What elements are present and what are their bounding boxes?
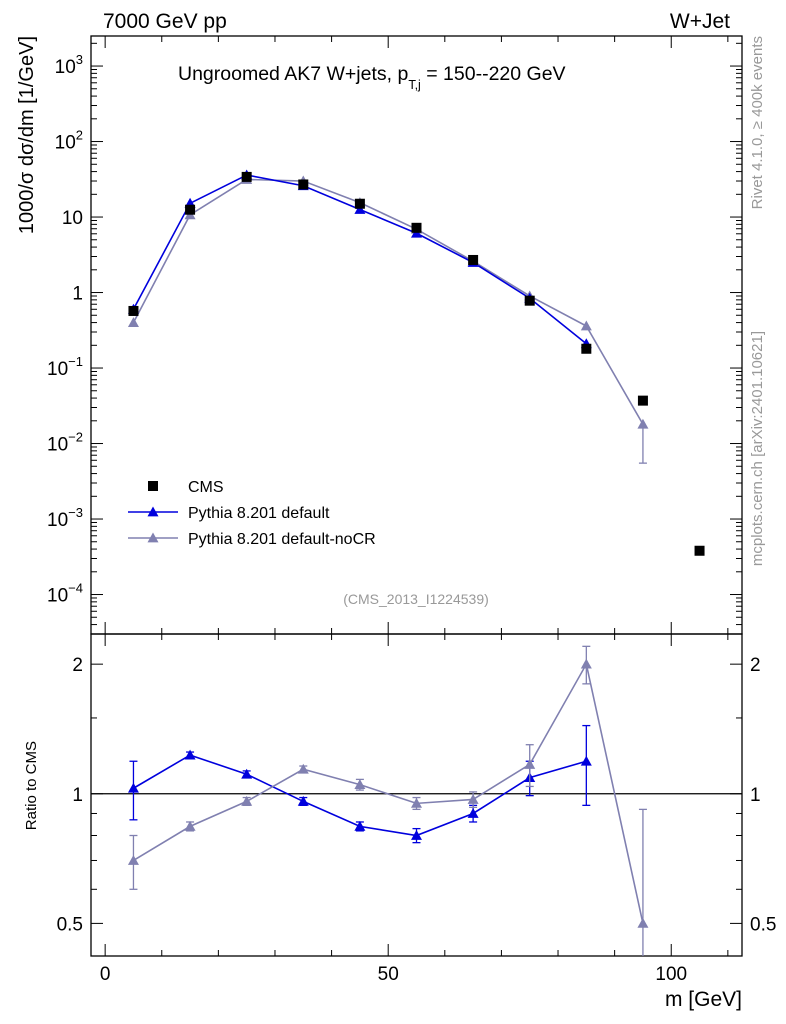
data-point-square	[185, 204, 196, 215]
y-tick-base: 10	[47, 586, 68, 607]
data-point-square	[524, 295, 535, 306]
y-tick-exponent: −4	[68, 581, 83, 596]
ratio-point-triangle	[354, 779, 366, 790]
upper-ylabel: 1000/σ dσ/dm [1/GeV]	[16, 36, 38, 234]
y-tick-label: 10−2	[47, 430, 83, 456]
y-tick-base: 10	[55, 57, 76, 78]
ratio-point-triangle	[467, 807, 479, 818]
legend-marker-triangle	[147, 532, 159, 543]
y-tick-label: 103	[55, 52, 83, 78]
title-main: Ungroomed AK7 W+jets, p	[178, 63, 408, 85]
y-tick-label: 1	[72, 284, 83, 305]
y-tick-base: 1	[72, 284, 83, 305]
ratio-axes: 2 2 1 1 0.5 0.5 0 50 100	[57, 634, 776, 985]
data-point-square	[298, 179, 309, 190]
header-left: 7000 GeV pp	[103, 10, 227, 33]
x-tick-label: 0	[100, 964, 111, 985]
ratio-point-triangle	[524, 758, 536, 769]
data-point-square	[637, 395, 648, 406]
y-tick-base: 10	[62, 208, 83, 229]
ratio-series	[127, 645, 649, 956]
y-tick-base: 10	[47, 359, 68, 380]
data-point-triangle	[580, 320, 592, 331]
ratio-point-triangle	[241, 795, 253, 806]
y-tick-base: 10	[47, 435, 68, 456]
x-tick-label: 100	[655, 964, 687, 985]
data-point-triangle	[354, 203, 366, 214]
ratio-series-line	[133, 661, 644, 924]
main-series	[127, 169, 705, 556]
title-sub: T,j	[408, 78, 421, 92]
ratio-y-tick-label: 1	[72, 785, 83, 806]
ratio-y-tick-label-right: 2	[750, 655, 761, 676]
title-range: = 150--220 GeV	[421, 63, 566, 85]
data-point-square	[694, 545, 705, 556]
series-line	[132, 178, 644, 425]
y-tick-label: 10	[62, 208, 83, 229]
analysis-id: (CMS_2013_I1224539)	[343, 591, 489, 607]
legend-label: Pythia 8.201 default-noCR	[188, 531, 376, 548]
ratio-point-triangle	[580, 658, 592, 669]
ratio-point-triangle	[637, 917, 649, 928]
header-right: W+Jet	[670, 10, 730, 33]
mcplots-label: mcplots.cern.ch [arXiv:2401.10621]	[749, 331, 766, 566]
legend: CMS Pythia 8.201 default Pythia 8.201 defa…	[128, 479, 376, 548]
ratio-point-triangle	[184, 749, 196, 760]
ratio-y-tick-label: 0.5	[57, 914, 83, 935]
data-point-square	[581, 343, 592, 354]
y-tick-label: 10−3	[47, 505, 83, 531]
ratio-point-triangle	[241, 768, 253, 779]
rivet-label: Rivet 4.1.0, ≥ 400k events	[749, 36, 766, 209]
y-tick-exponent: −2	[68, 430, 83, 445]
x-axis-label: m [GeV]	[665, 988, 742, 1011]
ratio-y-tick-label: 2	[72, 655, 83, 676]
data-point-square	[241, 171, 252, 182]
ratio-y-tick-label-right: 1	[750, 785, 761, 806]
y-tick-exponent: 2	[76, 128, 83, 143]
ratio-point-triangle	[297, 795, 309, 806]
ratio-point-triangle	[354, 820, 366, 831]
y-tick-base: 10	[55, 133, 76, 154]
y-tick-label: 10−4	[47, 581, 83, 607]
ratio-point-triangle	[411, 830, 422, 840]
data-point-triangle	[637, 418, 649, 429]
ratio-point-triangle	[580, 755, 592, 766]
legend-marker-triangle	[147, 506, 159, 517]
plot-title: Ungroomed AK7 W+jets, pT,j = 150--220 Ge…	[178, 63, 566, 92]
lower-ylabel: Ratio to CMS	[23, 741, 40, 830]
y-tick-base: 10	[47, 510, 68, 531]
data-point-triangle	[127, 317, 139, 327]
y-tick-exponent: −3	[68, 505, 83, 520]
data-point-square	[354, 198, 365, 209]
legend-label: Pythia 8.201 default	[188, 505, 330, 522]
y-tick-exponent: 3	[76, 52, 83, 67]
y-tick-label: 10−1	[47, 354, 83, 380]
ratio-point-triangle	[297, 763, 309, 774]
legend-marker-square	[148, 481, 158, 491]
ratio-frame	[90, 633, 743, 957]
y-tick-label: 102	[55, 128, 83, 154]
y-tick-exponent: −1	[68, 354, 83, 369]
x-tick-label: 50	[378, 964, 399, 985]
data-point-square	[411, 222, 422, 233]
ratio-point-triangle	[127, 854, 139, 865]
legend-label: CMS	[188, 479, 224, 496]
ratio-point-triangle	[184, 820, 196, 831]
ratio-y-tick-label-right: 0.5	[750, 914, 776, 935]
ratio-point-triangle	[411, 797, 422, 808]
data-point-square	[468, 254, 479, 265]
data-point-square	[128, 305, 139, 316]
ratio-point-triangle	[467, 793, 479, 804]
ratio-point-triangle	[127, 782, 139, 793]
